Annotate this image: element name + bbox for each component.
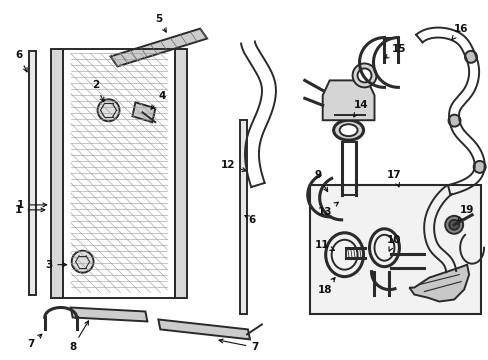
Text: 7: 7 bbox=[27, 334, 42, 349]
Bar bbox=[175, 49, 187, 298]
Text: 10: 10 bbox=[386, 235, 401, 251]
Polygon shape bbox=[322, 80, 374, 120]
Bar bbox=[29, 50, 36, 294]
Circle shape bbox=[352, 63, 376, 87]
Text: 11: 11 bbox=[314, 240, 334, 250]
Text: 6: 6 bbox=[15, 50, 27, 72]
Text: 19: 19 bbox=[457, 205, 473, 221]
Polygon shape bbox=[132, 102, 155, 122]
Text: 15: 15 bbox=[384, 44, 406, 58]
Text: 5: 5 bbox=[154, 14, 166, 32]
Polygon shape bbox=[408, 265, 468, 302]
Circle shape bbox=[444, 216, 462, 234]
Text: 18: 18 bbox=[317, 278, 334, 294]
Circle shape bbox=[464, 51, 476, 63]
Circle shape bbox=[357, 68, 371, 82]
Circle shape bbox=[331, 245, 347, 261]
Text: 17: 17 bbox=[386, 170, 401, 187]
Bar bbox=[240, 120, 246, 315]
Text: 8: 8 bbox=[69, 321, 88, 352]
Text: 2: 2 bbox=[92, 80, 103, 102]
Circle shape bbox=[473, 161, 485, 173]
Polygon shape bbox=[71, 307, 147, 321]
Text: 9: 9 bbox=[313, 170, 327, 192]
Text: 14: 14 bbox=[353, 100, 368, 117]
Text: 1: 1 bbox=[15, 205, 44, 215]
Bar bbox=[51, 49, 62, 298]
Circle shape bbox=[98, 99, 119, 121]
Text: 12: 12 bbox=[221, 160, 245, 171]
Circle shape bbox=[72, 251, 93, 273]
Text: 7: 7 bbox=[219, 339, 258, 352]
Text: 16: 16 bbox=[451, 24, 468, 40]
Polygon shape bbox=[158, 319, 249, 339]
Text: 13: 13 bbox=[317, 202, 338, 217]
Ellipse shape bbox=[374, 235, 394, 261]
Ellipse shape bbox=[331, 240, 357, 270]
Circle shape bbox=[448, 220, 458, 230]
Polygon shape bbox=[110, 28, 207, 67]
Bar bbox=[309, 185, 480, 315]
Text: 4: 4 bbox=[151, 91, 165, 109]
Ellipse shape bbox=[339, 124, 357, 136]
Text: 1: 1 bbox=[17, 200, 47, 210]
Ellipse shape bbox=[333, 120, 363, 140]
Text: 3: 3 bbox=[45, 260, 66, 270]
Text: 6: 6 bbox=[244, 215, 255, 225]
Circle shape bbox=[447, 114, 460, 127]
